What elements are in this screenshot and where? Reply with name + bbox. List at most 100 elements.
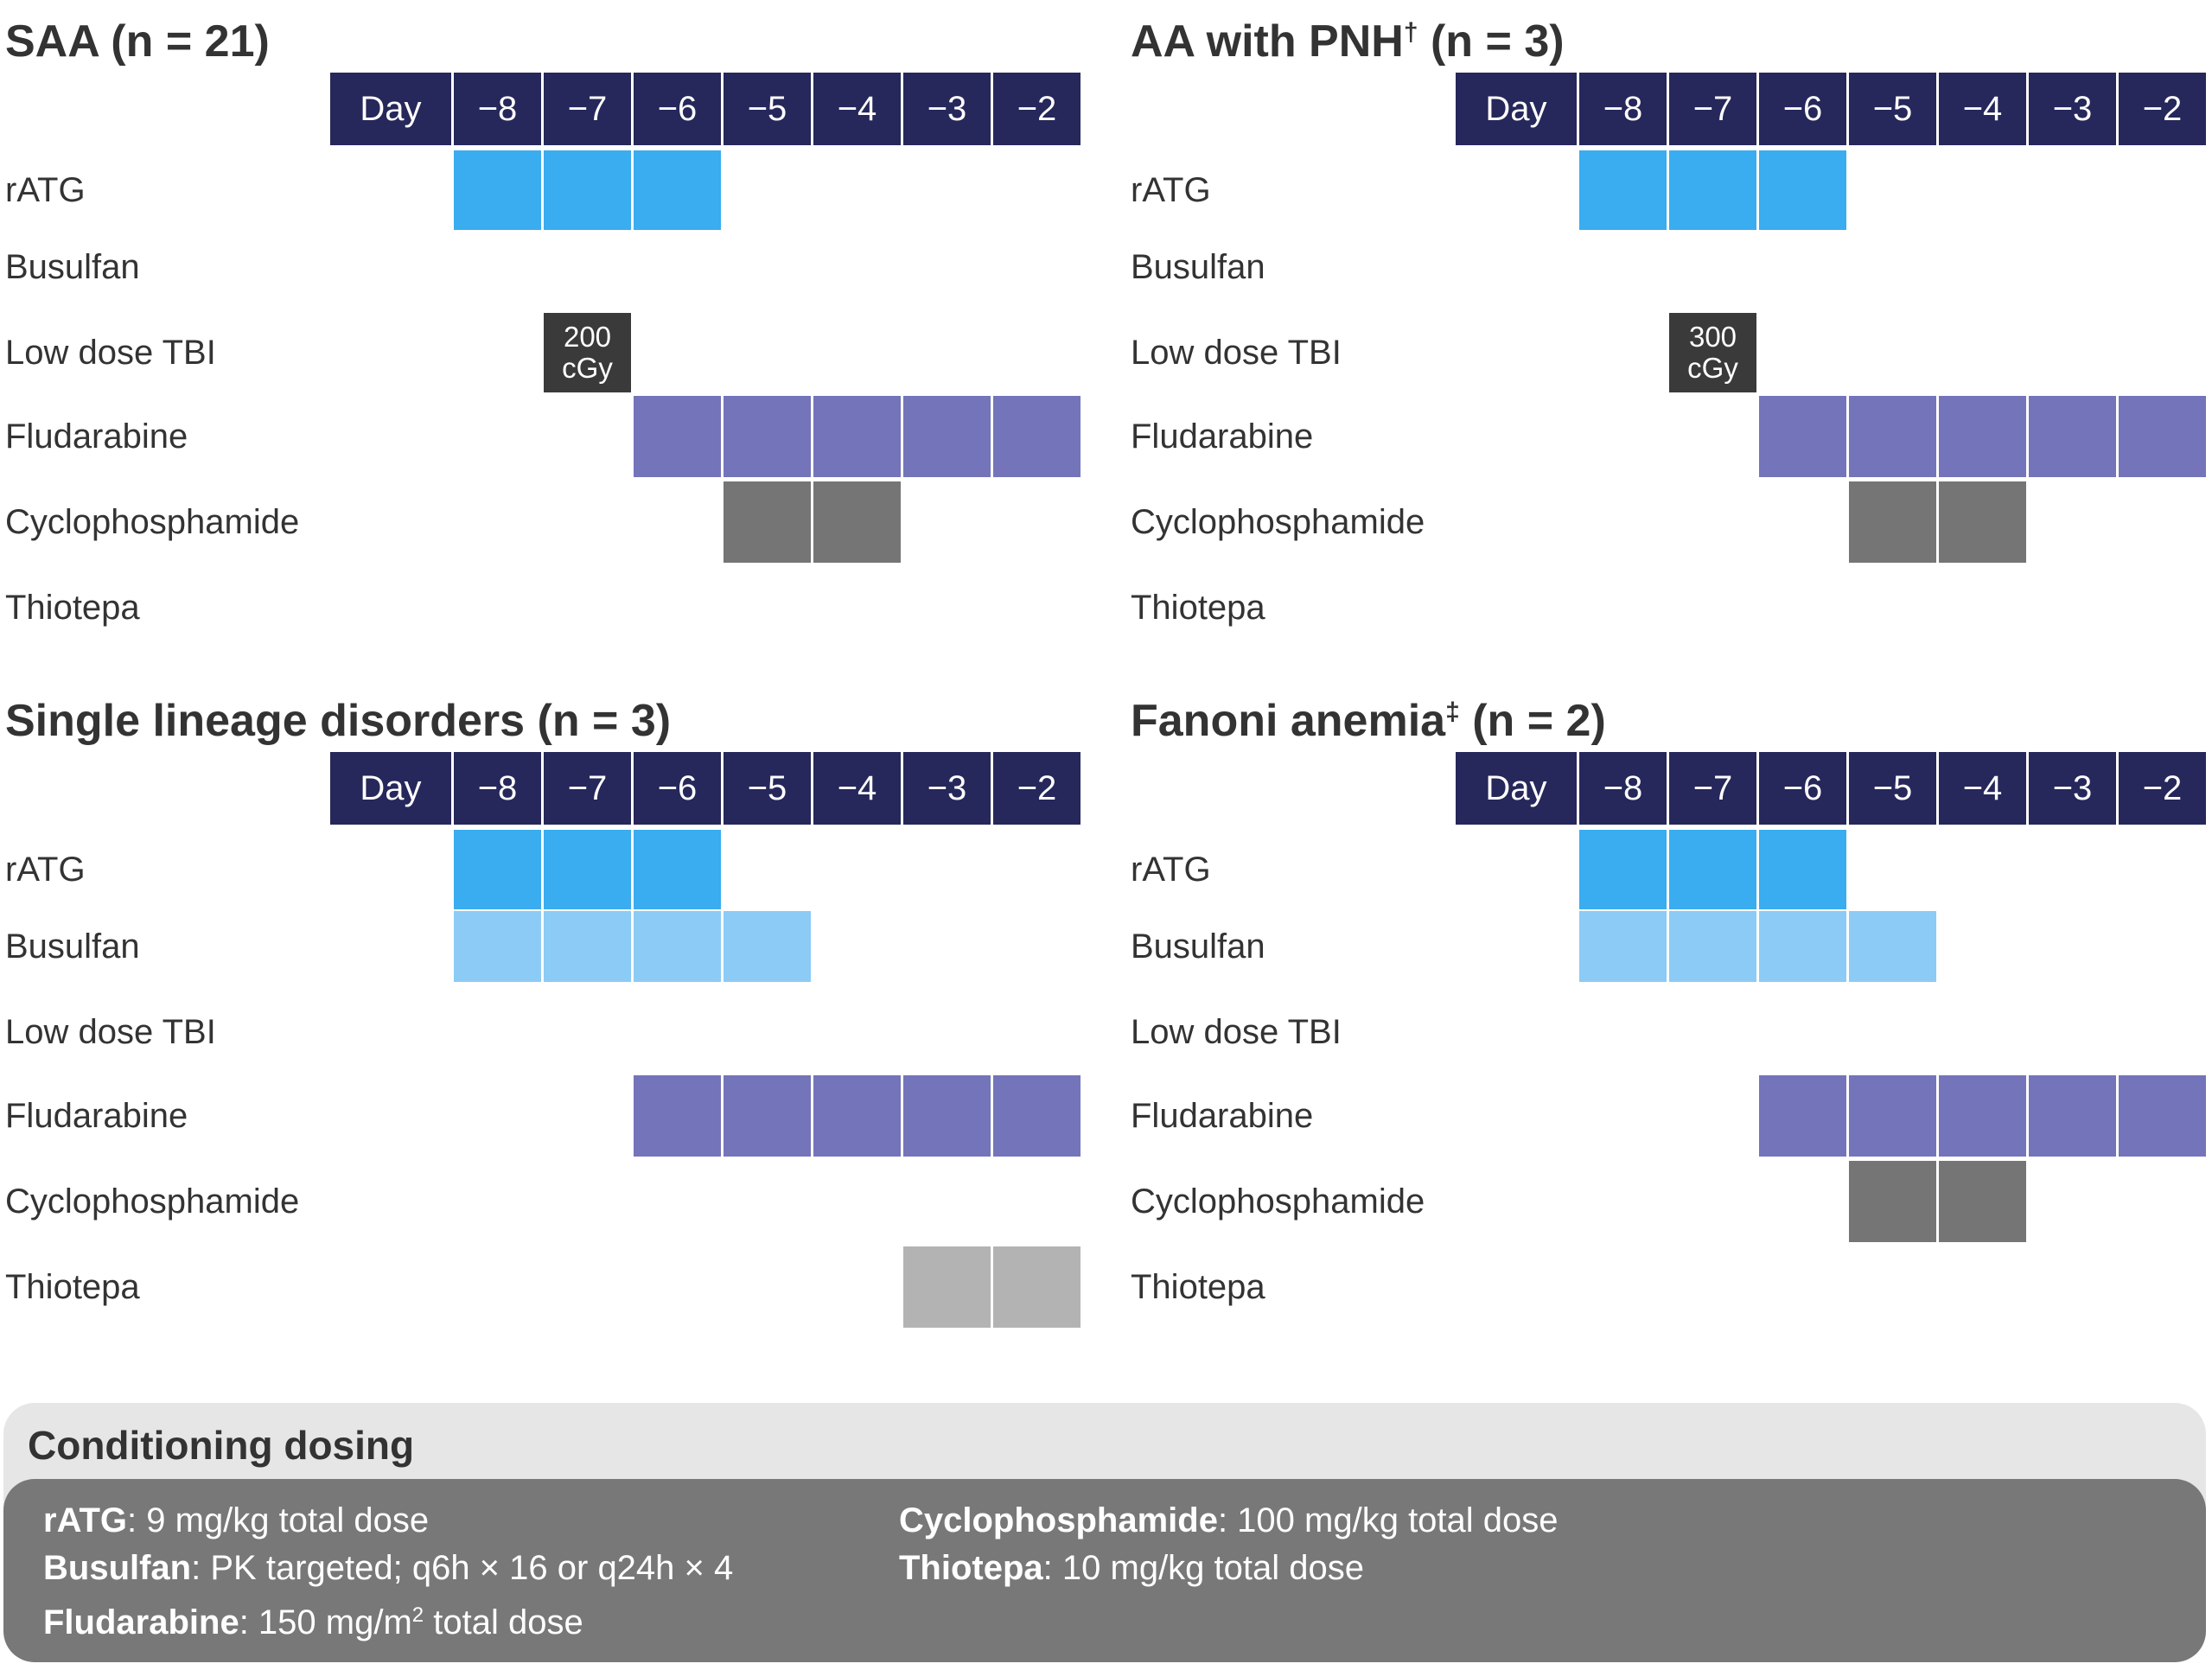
fludarabine-dose-line: Fludarabine: 150 mg/m2 total dose — [43, 1595, 583, 1643]
day-header-cell: −8 — [1579, 752, 1667, 825]
day-header-cell: −2 — [2119, 752, 2206, 825]
drug-row-label: Low dose TBI — [1131, 1013, 1342, 1051]
drug-row-label: Busulfan — [5, 927, 140, 966]
schedule-panel: SAA (n = 21) Day −8 −7 −6 −5 −4 −3 −2 rATG Busulfa… — [0, 0, 1085, 657]
panel-title: Fanoni anemia‡ (n = 2) — [1131, 695, 1606, 747]
day-header-cell: −3 — [903, 752, 991, 825]
cyclophosphamide-dose-name: Cyclophosphamide — [899, 1501, 1218, 1539]
drug-row-label: Fludarabine — [5, 418, 188, 456]
day-header-cell: −4 — [1939, 752, 2026, 825]
dose-day-cell — [544, 911, 631, 982]
fludarabine-dose-text: : 150 mg/m — [239, 1603, 412, 1641]
day-header-cell: −8 — [1579, 73, 1667, 145]
day-header-cell: −3 — [2029, 73, 2116, 145]
drug-row-label: Fludarabine — [1131, 1097, 1314, 1135]
day-header-cell: −4 — [813, 752, 901, 825]
day-header-cell: −6 — [634, 73, 721, 145]
dose-day-cell — [903, 1246, 991, 1328]
dose-day-cell — [1849, 481, 1936, 563]
dose-day-cell — [813, 481, 901, 563]
drug-row-label: Thiotepa — [5, 589, 140, 627]
dose-day-cell — [724, 481, 811, 563]
dose-day-cell — [1759, 396, 1846, 477]
panel-title-text: AA with PNH — [1131, 16, 1404, 67]
dose-day-cell — [2029, 396, 2116, 477]
dose-day-cell — [993, 1246, 1081, 1328]
drug-row-label: Cyclophosphamide — [5, 503, 300, 541]
dose-day-cell — [724, 1075, 811, 1157]
day-header-label: Day — [330, 73, 451, 145]
panel-title: SAA (n = 21) — [5, 16, 270, 67]
drug-row-label: Fludarabine — [1131, 418, 1314, 456]
dose-day-cell — [1939, 396, 2026, 477]
day-header-cell: −3 — [903, 73, 991, 145]
dose-day-cell — [993, 1075, 1081, 1157]
day-header-cell: −8 — [454, 73, 541, 145]
day-header-cell: −7 — [544, 752, 631, 825]
dose-day-cell — [1669, 150, 1756, 230]
dose-day-cell — [454, 911, 541, 982]
dose-day-cell — [1759, 830, 1846, 909]
drug-row-label: Cyclophosphamide — [1131, 503, 1425, 541]
dose-day-cell — [634, 830, 721, 909]
tbi-dose-label: 200 cGy — [562, 321, 613, 384]
dose-day-cell — [1849, 1161, 1936, 1242]
day-header-cell: −7 — [1669, 752, 1756, 825]
drug-row-label: rATG — [5, 171, 86, 209]
dose-day-cell — [813, 1075, 901, 1157]
day-header-cell: −6 — [1759, 752, 1846, 825]
dose-day-cell — [993, 396, 1081, 477]
drug-row-label: Cyclophosphamide — [1131, 1182, 1425, 1221]
drug-row-label: Low dose TBI — [5, 1013, 216, 1051]
dose-day-cell — [2119, 396, 2206, 477]
panel-title-text: Fanoni anemia — [1131, 696, 1446, 746]
conditioning-dosing-title: Conditioning dosing — [28, 1423, 415, 1468]
fludarabine-dose-superscript: 2 — [411, 1603, 424, 1627]
panel-title-text: SAA (n = 21) — [5, 16, 270, 67]
day-header-cell: −7 — [1669, 73, 1756, 145]
fludarabine-dose-text-end: total dose — [424, 1603, 583, 1641]
dose-day-cell — [1849, 396, 1936, 477]
dose-day-cell — [903, 1075, 991, 1157]
drug-row-label: Busulfan — [1131, 927, 1265, 966]
dose-day-cell — [634, 396, 721, 477]
fludarabine-dose-name: Fludarabine — [43, 1603, 239, 1641]
day-header-cell: −7 — [544, 73, 631, 145]
drug-row-label: Fludarabine — [5, 1097, 188, 1135]
day-header-cell: −2 — [993, 752, 1081, 825]
busulfan-dose-line: Busulfan: PK targeted; q6h × 16 or q24h … — [43, 1547, 733, 1589]
drug-row-label: Low dose TBI — [1131, 334, 1342, 372]
dose-day-cell — [1759, 150, 1846, 230]
ratg-dose-name: rATG — [43, 1501, 128, 1539]
drug-row-label: rATG — [1131, 851, 1211, 889]
drug-row-label: Thiotepa — [5, 1268, 140, 1306]
panel-title: AA with PNH† (n = 3) — [1131, 16, 1565, 67]
dose-day-cell — [724, 396, 811, 477]
thiotepa-dose-text: : 10 mg/kg total dose — [1042, 1549, 1364, 1587]
dose-day-cell — [544, 830, 631, 909]
thiotepa-dose-name: Thiotepa — [899, 1549, 1043, 1587]
schedule-panel: Fanoni anemia‡ (n = 2) Day −8 −7 −6 −5 −4 −3 −2 r… — [1125, 679, 2210, 1336]
day-header-cell: −2 — [2119, 73, 2206, 145]
dose-day-cell — [454, 830, 541, 909]
ratg-dose-text: : 9 mg/kg total dose — [127, 1501, 430, 1539]
day-header-cell: −4 — [1939, 73, 2026, 145]
tbi-dose-label: 300 cGy — [1687, 321, 1738, 384]
day-header-cell: −5 — [724, 752, 811, 825]
dose-day-cell — [2119, 1075, 2206, 1157]
dose-day-cell — [1939, 1075, 2026, 1157]
day-header-label: Day — [330, 752, 451, 825]
dose-day-cell — [1939, 1161, 2026, 1242]
dose-day-cell — [1849, 911, 1936, 982]
dose-day-cell — [813, 396, 901, 477]
panel-title-footnote-mark: ‡ — [1445, 698, 1460, 726]
dose-day-cell — [1669, 830, 1756, 909]
schedule-panel: Single lineage disorders (n = 3) Day −8 −7−… — [0, 679, 1085, 1336]
day-header-cell: −5 — [1849, 752, 1936, 825]
dose-day-cell — [724, 911, 811, 982]
busulfan-dose-name: Busulfan — [43, 1549, 192, 1587]
dose-day-cell — [1759, 911, 1846, 982]
day-header-cell: −2 — [993, 73, 1081, 145]
conditioning-dosing-box: Conditioning dosing rATG: 9 mg/kg total … — [3, 1403, 2206, 1662]
panel-title-count: (n = 2) — [1459, 696, 1606, 746]
